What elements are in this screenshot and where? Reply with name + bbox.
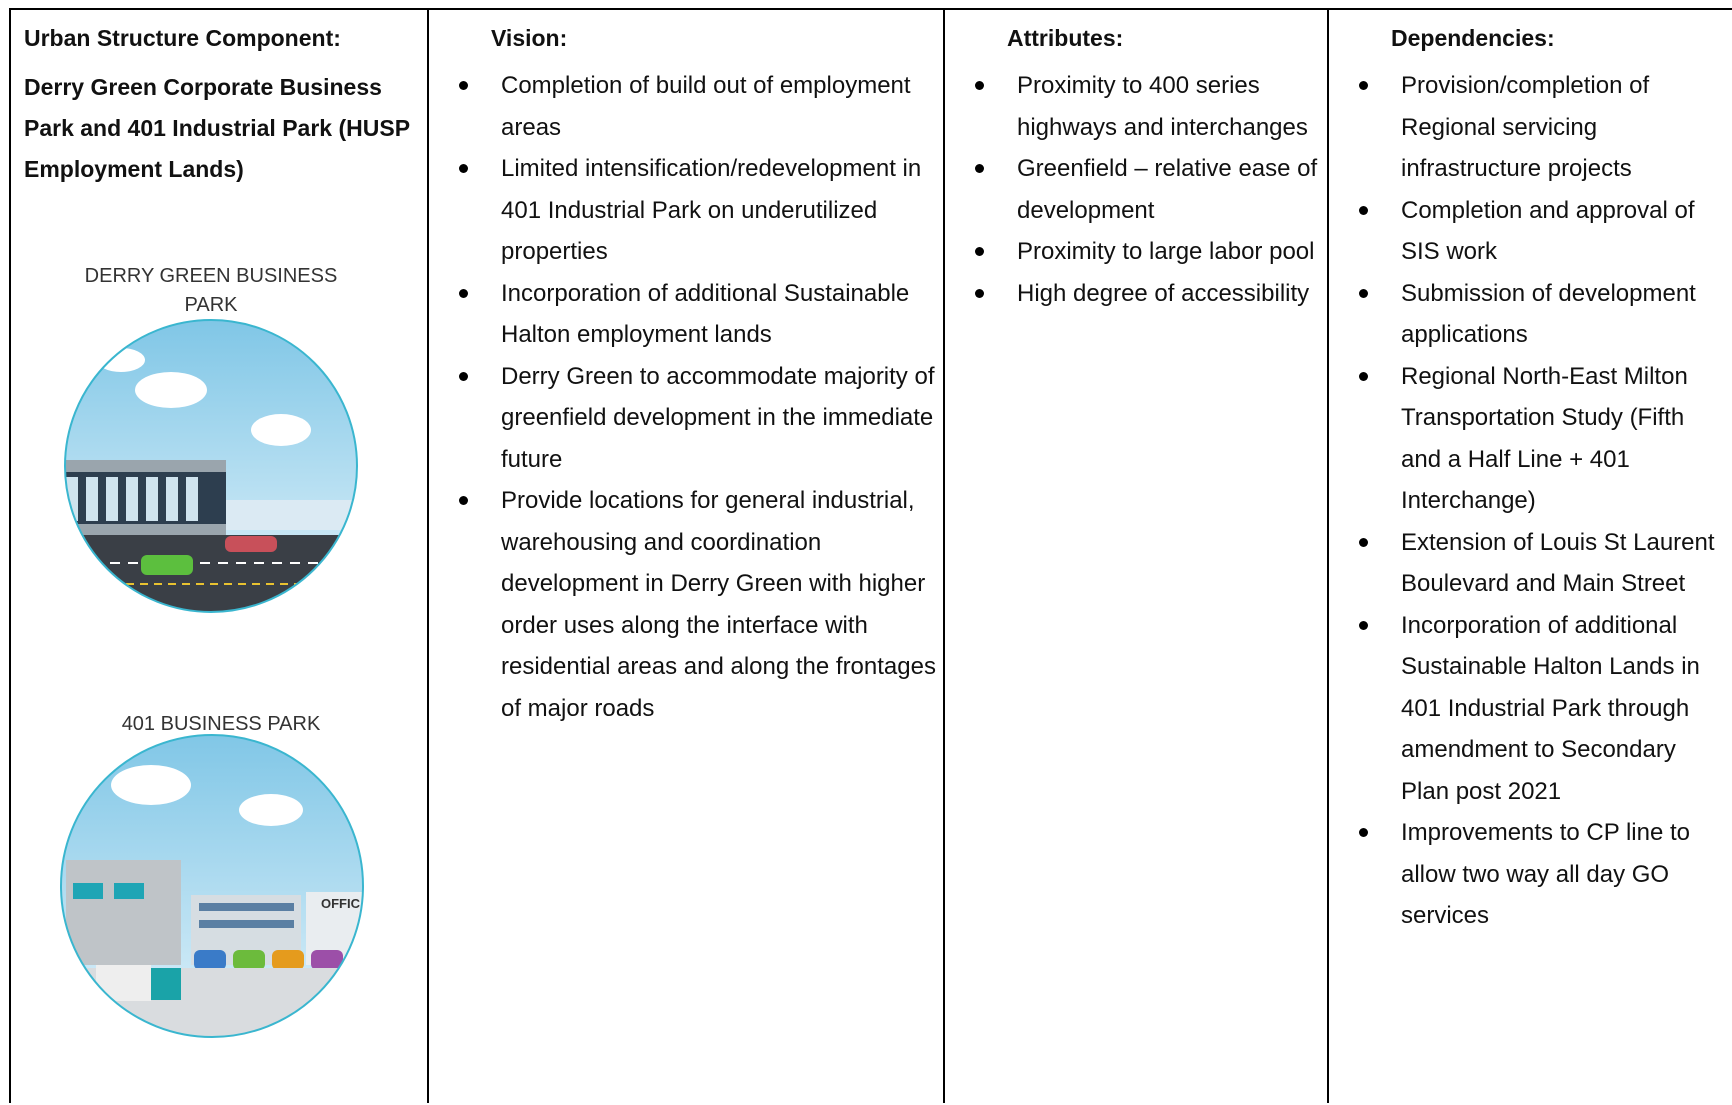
vision-column: Vision: Completion of build out of emplo… bbox=[427, 8, 944, 1103]
column-header: Dependencies: bbox=[1391, 25, 1555, 51]
list-item: Provision/completion of Regional servici… bbox=[1339, 65, 1732, 190]
list: Provision/completion of Regional servici… bbox=[1339, 65, 1732, 937]
column-header: Attributes: bbox=[1007, 25, 1124, 51]
component-column: Urban Structure Component: Derry Green C… bbox=[9, 8, 428, 1103]
list-item: Regional North-East Milton Transportatio… bbox=[1339, 356, 1732, 522]
attributes-column: Attributes: Proximity to 400 series high… bbox=[943, 8, 1328, 1103]
list-item: Completion of build out of employment ar… bbox=[439, 65, 944, 148]
list-item: Incorporation of additional Sustainable … bbox=[1339, 605, 1732, 813]
list-item: Completion and approval of SIS work bbox=[1339, 190, 1732, 273]
image-label: 401 BUSINESS PARK bbox=[121, 713, 321, 735]
illustrations: OFFIC bbox=[60, 319, 364, 1038]
list-item: Greenfield – relative ease of developmen… bbox=[955, 148, 1328, 231]
list: Proximity to 400 series highways and int… bbox=[955, 65, 1328, 314]
column-header: Vision: bbox=[491, 25, 568, 51]
list-item: Incorporation of additional Sustainable … bbox=[439, 273, 944, 356]
image-label: DERRY GREEN BUSINESS PARK bbox=[84, 265, 338, 316]
list-item: High degree of accessibility bbox=[955, 273, 1328, 315]
svg-text:OFFIC: OFFIC bbox=[321, 896, 361, 911]
list: Completion of build out of employment ar… bbox=[439, 65, 944, 729]
component-name: Derry Green Corporate Business Park and … bbox=[24, 74, 410, 182]
list-item: Submission of development applications bbox=[1339, 273, 1732, 356]
list-item: Improvements to CP line to allow two way… bbox=[1339, 812, 1732, 937]
dependencies-column: Dependencies: Provision/completion of Re… bbox=[1327, 8, 1732, 1103]
business-park-illustration: OFFIC bbox=[61, 735, 363, 1037]
list-item: Proximity to 400 series highways and int… bbox=[955, 65, 1328, 148]
list-item: Limited intensification/redevelopment in… bbox=[439, 148, 944, 273]
list-item: Proximity to large labor pool bbox=[955, 231, 1328, 273]
column-header: Urban Structure Component: bbox=[24, 25, 341, 51]
list-item: Provide locations for general industrial… bbox=[439, 480, 944, 729]
list-item: Extension of Louis St Laurent Boulevard … bbox=[1339, 522, 1732, 605]
derry-green-illustration bbox=[65, 320, 357, 612]
list-item: Derry Green to accommodate majority of g… bbox=[439, 356, 944, 481]
